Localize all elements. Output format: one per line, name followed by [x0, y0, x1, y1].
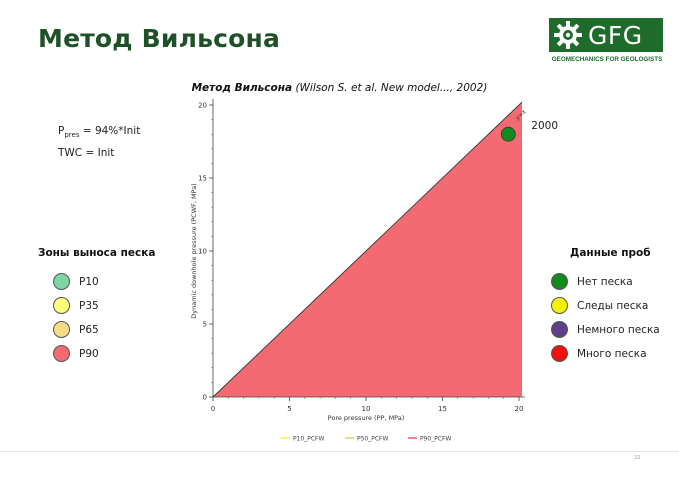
- sample-swatch: [551, 273, 568, 290]
- diagonal-line: [212, 101, 523, 398]
- footer-divider: [0, 451, 679, 452]
- sample-point: [500, 126, 516, 142]
- y-tick-label: 15: [198, 175, 207, 183]
- chart-title: Метод Вильсона (Wilson S. et al. New mod…: [0, 82, 679, 94]
- y-axis-label: Dynamic downhole pressure (PCWF, MPa): [190, 183, 198, 318]
- x-tick-label: 15: [438, 405, 447, 413]
- x-tick-label: 5: [287, 405, 291, 413]
- page-number: 22: [634, 455, 641, 461]
- samples-legend-item-traces: Следы песка: [551, 297, 648, 314]
- x-tick-label: 20: [515, 405, 524, 413]
- y-tick-label: 0: [203, 394, 207, 402]
- zone-label: P65: [79, 323, 99, 336]
- gear-icon: [554, 21, 582, 49]
- chart-title-main: Метод Вильсона: [191, 82, 293, 94]
- twc-formula: TWC = Init: [58, 147, 115, 159]
- samples-legend-item-no-sand: Нет песка: [551, 273, 633, 290]
- series-legend-label: P50_PCFW: [357, 435, 389, 442]
- zones-legend-item-p35: P35: [53, 297, 99, 314]
- zone-label: P10: [79, 275, 99, 288]
- zones-legend-item-p10: P10: [53, 273, 99, 290]
- zone-swatch: [53, 345, 70, 362]
- samples-legend-item-some: Немного песка: [551, 321, 660, 338]
- sample-label: Немного песка: [577, 323, 660, 336]
- sample-point-label: 2000: [531, 120, 558, 132]
- y-tick-label: 20: [198, 102, 207, 110]
- x-tick-label: 10: [362, 405, 371, 413]
- zone-label: P90: [79, 347, 99, 360]
- zone-p90: [213, 102, 523, 397]
- y-tick-label: 10: [198, 248, 207, 256]
- logo-box: GFG: [549, 18, 663, 52]
- pres-formula-rest: = 94%*Init: [79, 125, 141, 137]
- x-tick-label: 0: [211, 405, 215, 413]
- sample-label: Много песка: [577, 347, 647, 360]
- zone-swatch: [53, 321, 70, 338]
- series-legend-label: P90_PCFW: [420, 435, 452, 442]
- pres-formula: Ppres = 94%*Init: [58, 125, 140, 139]
- samples-legend-item-much: Много песка: [551, 345, 647, 362]
- x-axis-label: Pore pressure (PP, MPa): [328, 414, 405, 422]
- sample-swatch: [551, 321, 568, 338]
- zones-legend-item-p65: P65: [53, 321, 99, 338]
- zone-label: P35: [79, 299, 99, 312]
- pres-formula-sub: pres: [64, 131, 80, 140]
- logo-text: GFG: [588, 20, 643, 50]
- sample-swatch: [551, 297, 568, 314]
- samples-legend-heading: Данные проб: [570, 247, 651, 259]
- sample-swatch: [551, 345, 568, 362]
- zone-swatch: [53, 273, 70, 290]
- page-title: Метод Вильсона: [38, 24, 281, 53]
- zone-swatch: [53, 297, 70, 314]
- company-logo: GFG GEOMECHANICS FOR GEOLOGISTS: [549, 18, 665, 63]
- y-tick-label: 5: [203, 321, 207, 329]
- zones-group: [213, 102, 523, 397]
- sample-label: Нет песка: [577, 275, 633, 288]
- logo-subtitle: GEOMECHANICS FOR GEOLOGISTS: [551, 56, 663, 63]
- zones-legend-heading: Зоны выноса песка: [38, 247, 156, 259]
- series-legend-label: P10_PCFW: [293, 435, 325, 442]
- chart-title-citation: (Wilson S. et al. New model..., 2002): [295, 82, 488, 94]
- pres-formula-prefix: P: [58, 125, 65, 137]
- sample-label: Следы песка: [577, 299, 649, 312]
- zones-legend-item-p90: P90: [53, 345, 99, 362]
